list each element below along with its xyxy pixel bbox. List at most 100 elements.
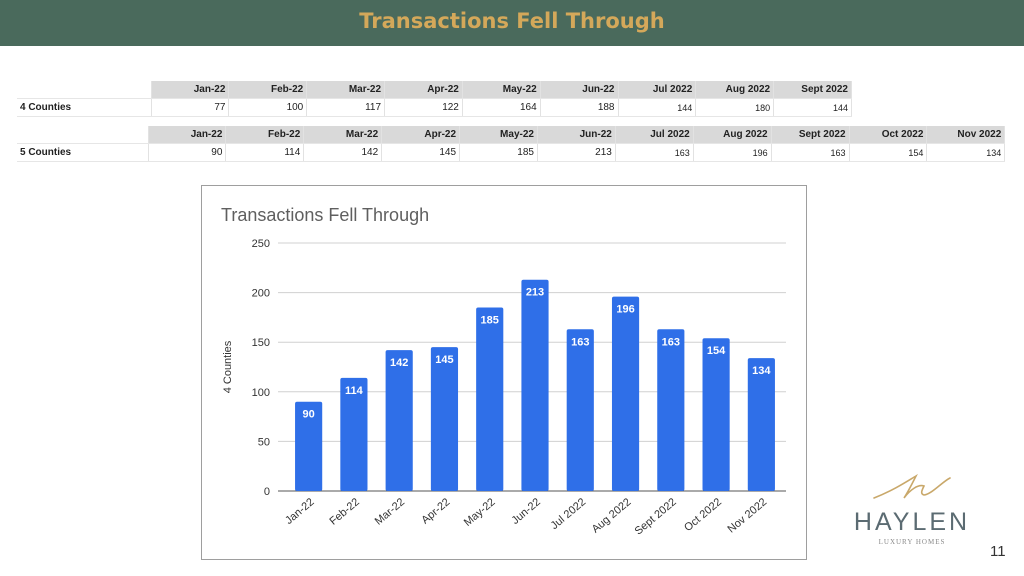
x-tick-label: Jul 2022 <box>549 496 589 532</box>
table-cell: 163 <box>615 143 694 162</box>
data-label: 185 <box>481 314 499 326</box>
column-header: Aug 2022 <box>693 126 772 144</box>
table-cell: 196 <box>693 143 772 162</box>
bar <box>385 350 413 491</box>
column-header: Apr-22 <box>384 81 463 99</box>
data-label: 145 <box>435 354 453 366</box>
column-header: Jan-22 <box>151 81 230 99</box>
bar <box>430 347 459 491</box>
data-label: 163 <box>571 336 589 348</box>
bar <box>476 307 504 491</box>
table-cell: 144 <box>618 98 697 117</box>
bar <box>521 279 549 491</box>
y-tick-label: 150 <box>252 337 270 349</box>
column-header: May-22 <box>462 81 541 99</box>
column-header: May-22 <box>459 126 538 144</box>
y-tick-label: 200 <box>252 288 270 300</box>
column-header: Apr-22 <box>381 126 461 144</box>
table-cell: 145 <box>381 143 461 162</box>
column-header: Jun-22 <box>540 81 619 99</box>
bar <box>340 377 368 491</box>
table-corner-cell <box>17 81 152 99</box>
data-label: 154 <box>707 345 726 357</box>
table-cell: 144 <box>773 98 852 117</box>
logo-tagline: LUXURY HOMES <box>879 538 946 546</box>
column-header: Sept 2022 <box>771 126 850 144</box>
table-5-counties: Jan-22 Feb-22 Mar-22 Apr-22 May-22 Jun-22 Jul … <box>17 126 1006 162</box>
row-label: 4 Counties <box>17 98 152 117</box>
data-label: 90 <box>303 409 315 421</box>
chart-title: Transactions Fell Through <box>221 205 429 225</box>
x-tick-label: Oct 2022 <box>682 496 724 534</box>
data-label: 163 <box>662 336 680 348</box>
table-row: 4 Counties 77 100 117 122 164 188 144 180 144 <box>17 98 852 117</box>
table-corner-cell <box>17 126 149 144</box>
table-cell: 142 <box>303 143 383 162</box>
x-tick-label: Feb-22 <box>327 496 361 528</box>
column-header: Feb-22 <box>225 126 305 144</box>
table-cell: 100 <box>228 98 308 117</box>
column-header: Aug 2022 <box>695 81 775 99</box>
haylen-logo: HAYLEN LUXURY HOMES <box>854 473 970 546</box>
x-tick-label: Nov 2022 <box>726 496 770 535</box>
table-cell: 114 <box>225 143 305 162</box>
bar <box>747 358 775 491</box>
table-cell: 213 <box>537 143 616 162</box>
logo-name: HAYLEN <box>854 508 970 536</box>
row-label: 5 Counties <box>17 143 149 162</box>
logo-swoosh-icon <box>873 473 951 499</box>
table-cell: 154 <box>849 143 928 162</box>
column-header: Jul 2022 <box>618 81 697 99</box>
bar <box>566 329 594 491</box>
table-header-row: Jan-22 Feb-22 Mar-22 Apr-22 May-22 Jun-22 Jul … <box>17 126 1006 144</box>
bar <box>702 338 730 491</box>
x-tick-label: May-22 <box>462 496 498 529</box>
data-label: 134 <box>752 365 771 377</box>
page-number: 11 <box>990 543 1006 560</box>
bar <box>657 329 685 491</box>
x-tick-label: Jan-22 <box>283 496 316 527</box>
table-4-counties: Jan-22 Feb-22 Mar-22 Apr-22 May-22 Jun-22 Jul … <box>17 81 852 117</box>
table-cell: 90 <box>148 143 227 162</box>
table-cell: 164 <box>462 98 541 117</box>
data-label: 213 <box>526 287 544 299</box>
table-cell: 180 <box>695 98 775 117</box>
table-cell: 77 <box>151 98 230 117</box>
table-cell: 188 <box>540 98 619 117</box>
column-header: Jul 2022 <box>615 126 694 144</box>
column-header: Feb-22 <box>228 81 308 99</box>
table-cell: 185 <box>459 143 538 162</box>
column-header: Sept 2022 <box>773 81 852 99</box>
column-header: Mar-22 <box>306 81 386 99</box>
y-tick-label: 50 <box>258 436 270 448</box>
data-label: 196 <box>616 304 634 316</box>
y-tick-label: 0 <box>264 486 270 498</box>
column-header: Oct 2022 <box>849 126 928 144</box>
chart-svg: Transactions Fell Through 0 50 100 150 200 250… <box>221 205 786 538</box>
bar <box>611 296 640 491</box>
table-cell: 122 <box>384 98 463 117</box>
x-tick-label: Sept 2022 <box>633 496 679 537</box>
table-cell: 117 <box>306 98 386 117</box>
x-tick-label: Jun-22 <box>509 496 542 527</box>
column-header: Jan-22 <box>148 126 227 144</box>
y-tick-label: 100 <box>252 387 270 399</box>
y-axis-label: 4 Counties <box>222 340 234 393</box>
bar-chart: Transactions Fell Through 0 50 100 150 200 250… <box>201 185 807 560</box>
data-label: 114 <box>345 385 364 397</box>
column-header: Mar-22 <box>303 126 383 144</box>
y-tick-label: 250 <box>252 238 270 250</box>
table-cell: 134 <box>926 143 1006 162</box>
data-label: 142 <box>390 357 408 369</box>
x-tick-label: Apr-22 <box>419 496 452 526</box>
column-header: Jun-22 <box>537 126 616 144</box>
x-tick-label: Aug 2022 <box>590 496 634 535</box>
x-tick-label: Mar-22 <box>373 496 407 528</box>
column-header: Nov 2022 <box>926 126 1006 144</box>
table-cell: 163 <box>771 143 850 162</box>
slide-header: Transactions Fell Through <box>0 0 1024 46</box>
table-row: 5 Counties 90 114 142 145 185 213 163 196 163 154… <box>17 143 1006 162</box>
slide-title: Transactions Fell Through <box>359 9 665 33</box>
table-header-row: Jan-22 Feb-22 Mar-22 Apr-22 May-22 Jun-22 Jul … <box>17 81 852 99</box>
bar <box>295 401 323 491</box>
